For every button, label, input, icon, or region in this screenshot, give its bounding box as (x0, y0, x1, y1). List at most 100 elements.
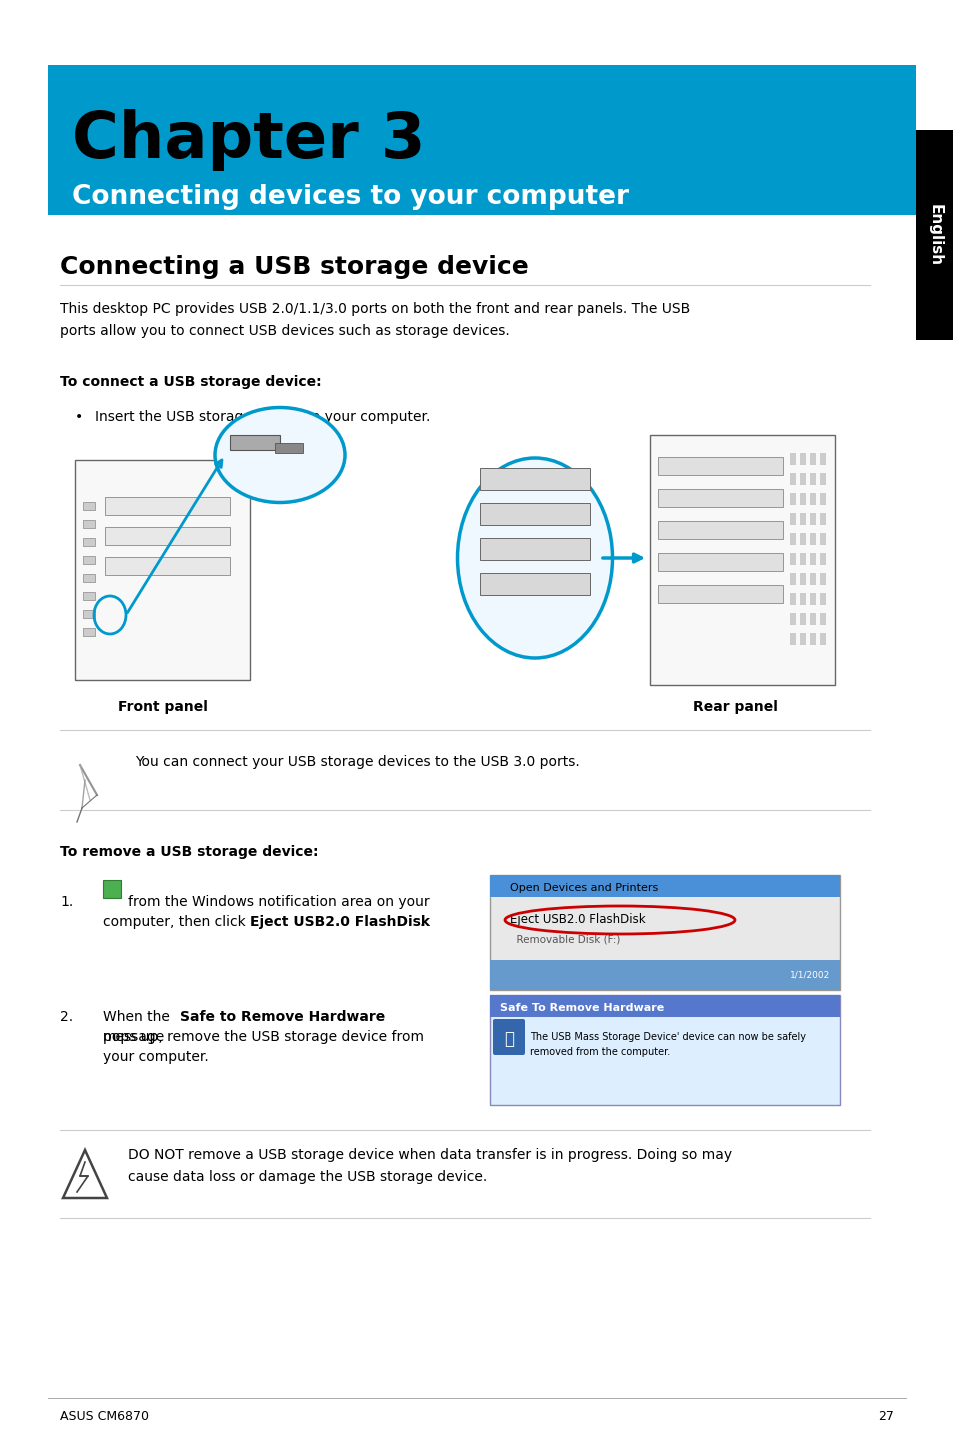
Bar (809, 473, 815, 485)
Bar (789, 554, 795, 565)
Bar (800, 572, 805, 585)
Bar (809, 533, 815, 545)
Bar (490, 874, 840, 897)
Text: •: • (75, 410, 83, 424)
Text: ASUS CM6870: ASUS CM6870 (60, 1411, 149, 1424)
Bar (83, 521, 95, 528)
Ellipse shape (457, 457, 612, 659)
Bar (820, 613, 825, 626)
Text: Open Devices and Printers: Open Devices and Printers (510, 883, 658, 893)
Text: Chapter 3: Chapter 3 (71, 109, 425, 171)
Bar (800, 453, 805, 464)
Bar (800, 533, 805, 545)
Bar (820, 633, 825, 646)
FancyBboxPatch shape (649, 436, 834, 684)
Bar (789, 453, 795, 464)
Bar (789, 592, 795, 605)
Text: English: English (926, 204, 942, 266)
Text: Ⓢ: Ⓢ (503, 1030, 514, 1048)
Bar (105, 498, 230, 515)
Bar (800, 513, 805, 525)
Bar (809, 633, 815, 646)
Bar (820, 453, 825, 464)
Bar (789, 633, 795, 646)
Bar (809, 572, 815, 585)
Text: .: . (419, 915, 424, 929)
Text: computer, then click: computer, then click (103, 915, 250, 929)
Bar (820, 493, 825, 505)
Bar (820, 554, 825, 565)
Bar (105, 526, 230, 545)
Bar (274, 443, 303, 453)
Bar (800, 592, 805, 605)
Bar (800, 493, 805, 505)
Bar (789, 613, 795, 626)
Text: Removable Disk (F:): Removable Disk (F:) (510, 935, 619, 945)
FancyBboxPatch shape (75, 460, 250, 680)
Bar (479, 503, 589, 525)
Text: The USB Mass Storage Device' device can now be safely: The USB Mass Storage Device' device can … (530, 1032, 805, 1043)
Bar (83, 502, 95, 510)
Text: 27: 27 (877, 1411, 893, 1424)
Text: 1.: 1. (60, 894, 73, 909)
Bar (105, 557, 230, 575)
Bar (789, 572, 795, 585)
Bar (820, 592, 825, 605)
Bar (658, 521, 782, 539)
Bar (658, 554, 782, 571)
Bar (789, 513, 795, 525)
Bar (809, 554, 815, 565)
Bar (48, 65, 915, 216)
FancyBboxPatch shape (493, 1020, 524, 1055)
Bar (490, 995, 840, 1104)
Text: Front panel: Front panel (118, 700, 208, 715)
Text: Insert the USB storage device to your computer.: Insert the USB storage device to your co… (95, 410, 430, 424)
Bar (103, 880, 121, 897)
Bar (658, 489, 782, 508)
Bar (809, 592, 815, 605)
Bar (809, 493, 815, 505)
Bar (809, 513, 815, 525)
Text: Eject USB2.0 FlashDisk: Eject USB2.0 FlashDisk (250, 915, 430, 929)
Bar (490, 995, 840, 1017)
Bar (820, 572, 825, 585)
Text: removed from the computer.: removed from the computer. (530, 1047, 670, 1057)
Text: your computer.: your computer. (103, 1050, 209, 1064)
Text: To connect a USB storage device:: To connect a USB storage device: (60, 375, 321, 390)
Text: Rear panel: Rear panel (692, 700, 777, 715)
Ellipse shape (214, 407, 345, 502)
Bar (809, 453, 815, 464)
Bar (789, 493, 795, 505)
Bar (658, 457, 782, 475)
Bar (789, 533, 795, 545)
Text: To remove a USB storage device:: To remove a USB storage device: (60, 846, 318, 858)
Bar (658, 585, 782, 603)
Text: Connecting a USB storage device: Connecting a USB storage device (60, 255, 528, 279)
Bar (83, 610, 95, 618)
Bar (83, 557, 95, 564)
Text: Connecting devices to your computer: Connecting devices to your computer (71, 184, 628, 210)
Bar (800, 613, 805, 626)
Bar (820, 513, 825, 525)
Text: from the Windows notification area on your: from the Windows notification area on yo… (128, 894, 429, 909)
Bar (800, 554, 805, 565)
Bar (789, 473, 795, 485)
Bar (83, 628, 95, 636)
Text: Eject USB2.0 FlashDisk: Eject USB2.0 FlashDisk (510, 913, 645, 926)
Bar (490, 874, 840, 989)
Bar (820, 533, 825, 545)
Text: When the: When the (103, 1009, 174, 1024)
Bar (479, 572, 589, 595)
Text: pops up, remove the USB storage device from: pops up, remove the USB storage device f… (103, 1030, 423, 1044)
Bar (800, 473, 805, 485)
Text: This desktop PC provides USB 2.0/1.1/3.0 ports on both the front and rear panels: This desktop PC provides USB 2.0/1.1/3.0… (60, 302, 690, 338)
Text: Safe To Remove Hardware: Safe To Remove Hardware (499, 1002, 663, 1012)
Bar (479, 538, 589, 559)
Bar (800, 633, 805, 646)
Text: Safe to Remove Hardware: Safe to Remove Hardware (180, 1009, 385, 1024)
Bar (83, 538, 95, 546)
Text: You can connect your USB storage devices to the USB 3.0 ports.: You can connect your USB storage devices… (135, 755, 579, 769)
Bar (820, 473, 825, 485)
Bar (230, 436, 280, 450)
Text: 1/1/2002: 1/1/2002 (789, 971, 829, 979)
